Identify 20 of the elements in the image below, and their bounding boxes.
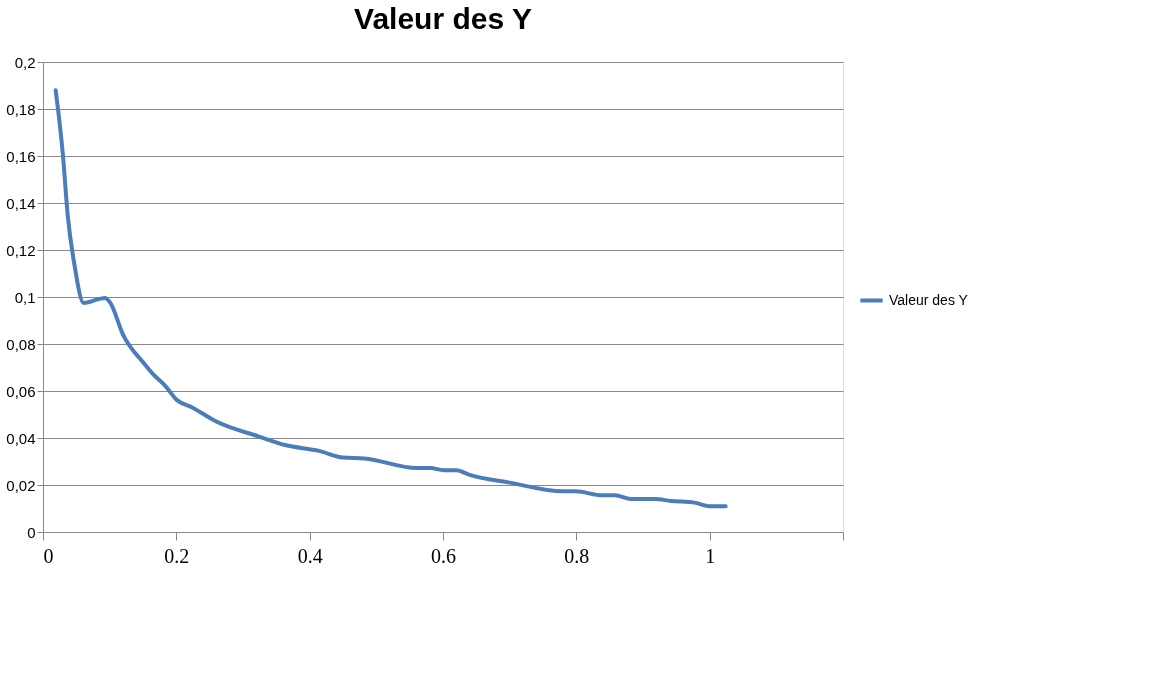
x-tick-label: 0 bbox=[43, 544, 54, 567]
x-tick-label: 0.2 bbox=[164, 544, 190, 567]
y-tick-label: 0,14 bbox=[6, 194, 36, 212]
y-tick-label: 0,1 bbox=[14, 288, 36, 306]
y-tick-label: 0,06 bbox=[6, 382, 36, 400]
x-tick-label: 1 bbox=[705, 544, 716, 567]
y-tick-label: 0 bbox=[27, 523, 36, 541]
x-tick-label: 0.6 bbox=[431, 544, 456, 567]
y-tick-label: 0,04 bbox=[6, 429, 36, 447]
x-tick-label: 0.8 bbox=[564, 544, 590, 567]
line-series bbox=[53, 88, 728, 509]
chart-title: Valeur des Y bbox=[354, 2, 532, 35]
y-tick-label: 0,18 bbox=[6, 100, 36, 118]
x-tick-label: 0.4 bbox=[297, 544, 323, 567]
y-tick-label: 0,02 bbox=[6, 476, 36, 494]
y-tick-label: 0,2 bbox=[14, 53, 36, 71]
y-tick-label: 0,08 bbox=[6, 335, 36, 353]
y-tick-label: 0,16 bbox=[6, 147, 36, 165]
y-tick-label: 0,12 bbox=[6, 241, 36, 259]
legend-label: Valeur des Y bbox=[889, 291, 969, 308]
